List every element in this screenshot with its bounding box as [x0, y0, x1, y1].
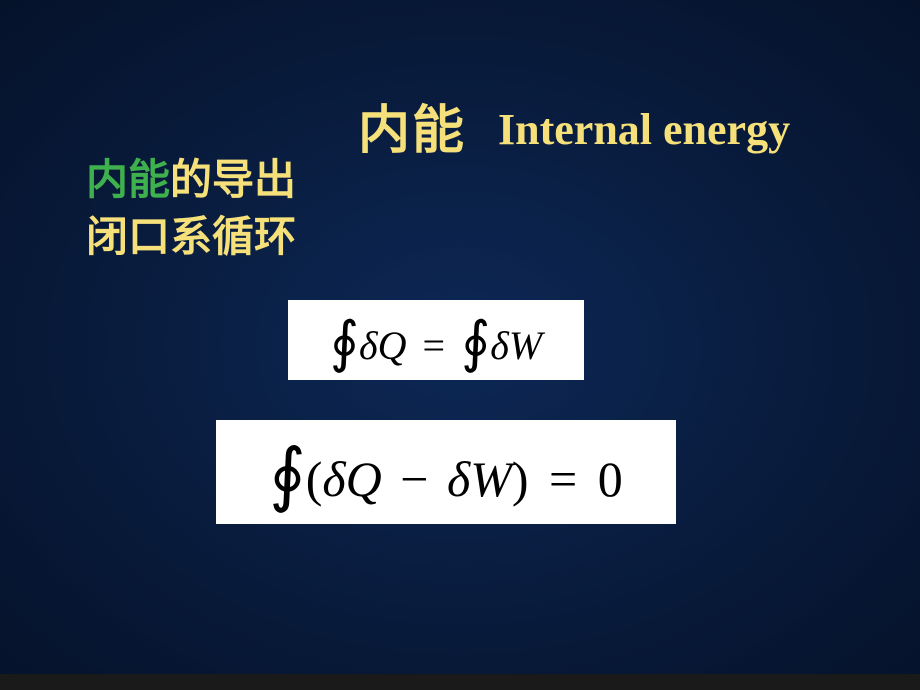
equation-1-content: ∮δQ = ∮δW	[330, 308, 542, 373]
equation-1: ∮δQ = ∮δW	[288, 300, 584, 380]
equation-2: ∮(δQ − δW) = 0	[216, 420, 676, 524]
subtitle-rest-1: 的导出	[170, 156, 296, 203]
title-english: Internal energy	[498, 105, 790, 154]
equation-2-content: ∮(δQ − δW) = 0	[269, 431, 622, 514]
subtitle-block: 内能的导出 闭口系循环	[86, 152, 296, 265]
title-chinese: 内能	[358, 102, 466, 160]
subtitle-line-2: 闭口系循环	[86, 209, 296, 266]
footer-bar	[0, 674, 920, 690]
subtitle-rest-2: 闭口系循环	[86, 213, 296, 260]
subtitle-line-1: 内能的导出	[86, 152, 296, 209]
subtitle-accent-1: 内能	[86, 156, 170, 203]
